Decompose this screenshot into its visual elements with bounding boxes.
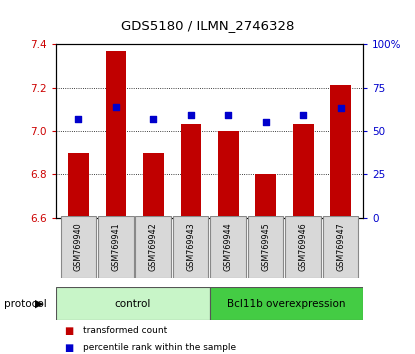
Point [262,120,269,125]
Bar [61,216,96,278]
Bar [210,216,246,278]
Text: GSM769940: GSM769940 [74,223,83,271]
Text: transformed count: transformed count [83,326,167,336]
Bar [256,175,276,218]
Point [188,113,194,118]
Text: GSM769946: GSM769946 [299,223,308,271]
Text: GDS5180 / ILMN_2746328: GDS5180 / ILMN_2746328 [121,19,294,33]
Point [75,116,82,122]
Bar [323,216,358,278]
Bar [143,153,164,218]
Text: ■: ■ [64,326,73,336]
Point [225,113,232,118]
Bar [293,125,313,218]
Bar [285,216,321,278]
Point [337,105,344,111]
Bar [330,85,351,218]
Bar [56,287,210,320]
Text: GSM769943: GSM769943 [186,223,195,271]
Text: ▶: ▶ [35,298,44,309]
Bar [181,125,201,218]
Text: GSM769947: GSM769947 [336,223,345,271]
Text: percentile rank within the sample: percentile rank within the sample [83,343,236,352]
Point [300,113,307,118]
Text: GSM769941: GSM769941 [112,223,120,271]
Text: protocol: protocol [4,298,47,309]
Point [150,116,157,122]
Bar [210,287,363,320]
Bar [173,216,208,278]
Bar [135,216,171,278]
Text: GSM769942: GSM769942 [149,223,158,271]
Point [112,104,119,109]
Bar [68,153,89,218]
Text: control: control [115,298,151,309]
Bar [248,216,283,278]
Bar [106,51,126,218]
Text: Bcl11b overexpression: Bcl11b overexpression [227,298,346,309]
Text: ■: ■ [64,343,73,353]
Text: GSM769945: GSM769945 [261,223,270,271]
Text: GSM769944: GSM769944 [224,223,233,271]
Bar [218,131,239,218]
Bar [98,216,134,278]
